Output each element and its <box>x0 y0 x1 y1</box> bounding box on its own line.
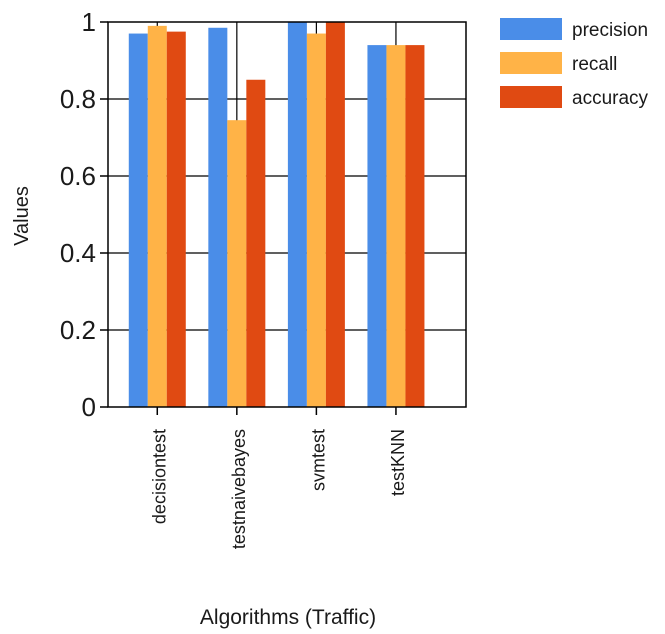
y-tick-label-4: 0.8 <box>60 84 96 114</box>
bar-precision-decisiontest <box>128 33 148 408</box>
legend-swatch-precision <box>500 18 562 40</box>
x-tick-label-decisiontest: decisiontest <box>149 429 169 524</box>
bar-accuracy-decisiontest <box>166 31 186 407</box>
plot-frame <box>107 21 467 408</box>
y-tick-label-3: 0.6 <box>60 161 96 191</box>
y-axis-title: Values <box>11 186 33 246</box>
legend-swatch-recall <box>500 52 562 74</box>
bar-accuracy-svmtest <box>325 22 345 407</box>
bar-recall-decisiontest <box>147 25 167 407</box>
bar-precision-svmtest <box>287 22 307 407</box>
bar-accuracy-testKNN <box>405 45 425 407</box>
bar-accuracy-testnaivebayes <box>246 79 266 407</box>
bar-precision-testKNN <box>367 45 387 407</box>
x-tick-label-svmtest: svmtest <box>308 429 328 491</box>
bar-recall-testnaivebayes <box>227 120 247 408</box>
x-tick-label-testKNN: testKNN <box>388 429 408 496</box>
legend: precision recall accuracy <box>500 18 649 109</box>
bar-precision-testnaivebayes <box>208 27 228 408</box>
bar-recall-svmtest <box>306 33 326 408</box>
x-tick-label-testnaivebayes: testnaivebayes <box>229 429 249 549</box>
label-layer: 0 0.2 0.4 0.6 0.8 1 decisiontest testnaivebayes… <box>60 7 408 549</box>
bar-layer <box>128 22 425 408</box>
y-tick-label-2: 0.4 <box>60 238 96 268</box>
legend-label-recall: recall <box>572 54 617 75</box>
x-axis-title: Algorithms (Traffic) <box>200 606 376 629</box>
legend-label-accuracy: accuracy <box>572 88 649 109</box>
legend-swatch-accuracy <box>500 86 562 108</box>
axis-layer <box>100 21 467 415</box>
bar-recall-testKNN <box>386 45 406 407</box>
y-tick-label-0: 0 <box>82 392 96 422</box>
y-tick-label-1: 0.2 <box>60 315 96 345</box>
legend-label-precision: precision <box>572 20 648 41</box>
y-tick-label-5: 1 <box>82 7 96 37</box>
